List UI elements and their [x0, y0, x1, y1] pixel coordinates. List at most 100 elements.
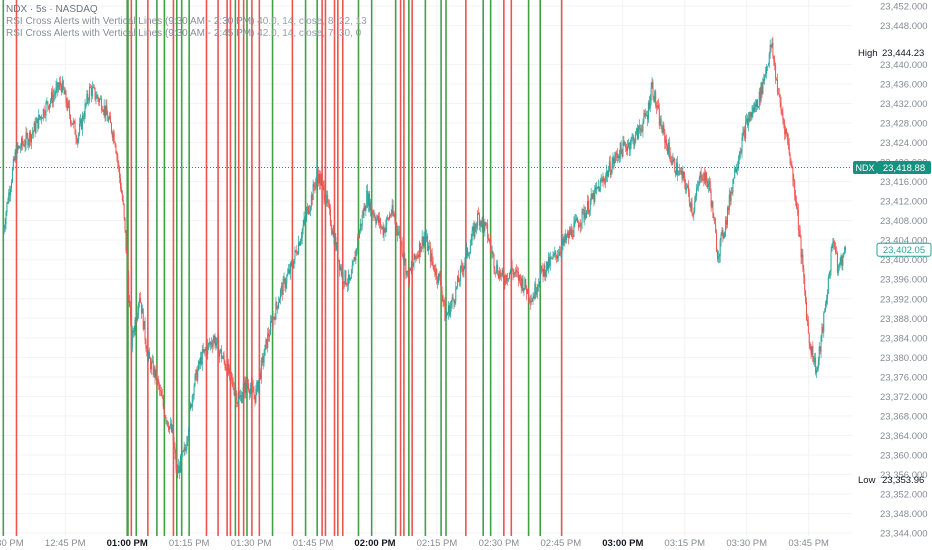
candle-body — [794, 181, 796, 196]
candle-body — [671, 161, 673, 164]
candle-body — [289, 269, 291, 274]
candle-body — [200, 357, 202, 365]
candle-body — [580, 222, 582, 226]
candle-body — [552, 254, 554, 259]
candle-body — [571, 228, 573, 237]
candle-body — [442, 295, 444, 301]
candle-body — [675, 171, 677, 175]
candle-body — [100, 98, 102, 111]
candle-body — [703, 173, 705, 181]
indicator-2[interactable]: RSI Cross Alerts with Vertical Lines (9:… — [6, 28, 367, 40]
candle-body — [101, 110, 103, 112]
candle-body — [585, 213, 587, 218]
candle-body — [461, 265, 463, 269]
candle-body — [726, 207, 728, 225]
candle-body — [380, 227, 382, 228]
candles[interactable] — [2, 36, 847, 480]
candle-body — [527, 288, 529, 299]
price-axis[interactable]: 23,452.000 23,448.000 23,440.000 23,436.000… — [880, 1, 928, 539]
candle-body — [74, 121, 76, 135]
ndx-badge-bg — [853, 161, 877, 175]
candle-body — [698, 177, 700, 186]
candle-body — [453, 299, 455, 304]
candle-body — [63, 88, 65, 95]
candle-body — [234, 393, 236, 395]
candle-body — [179, 465, 181, 473]
candle-body — [169, 423, 171, 427]
candle-body — [727, 207, 729, 211]
candle-body — [332, 230, 334, 235]
candle-body — [145, 340, 147, 349]
candle-body — [825, 303, 827, 312]
candle-body — [614, 158, 616, 164]
candle-body — [437, 279, 439, 283]
symbol-title[interactable]: NDX · 5s · NASDAQ — [6, 4, 98, 15]
candle-body — [232, 380, 234, 389]
candle-body — [87, 94, 89, 101]
y-tick-label: 23,428.000 — [880, 119, 928, 130]
candle-body — [95, 98, 97, 100]
candle-body — [405, 259, 407, 275]
y-tick-label: 23,376.000 — [880, 372, 928, 383]
time-axis[interactable]: 12:30 PM 12:45 PM 01:00 PM 01:15 PM 01:30 PM… — [0, 538, 829, 549]
candle-body — [251, 382, 253, 387]
candle-body — [43, 109, 45, 116]
candle-body — [777, 92, 779, 95]
candle-body — [664, 130, 666, 144]
candle-body — [706, 172, 708, 181]
candle-body — [420, 246, 422, 253]
candle-body — [338, 259, 340, 261]
candle-body — [301, 229, 303, 238]
candle-body — [425, 236, 427, 240]
candle-body — [524, 279, 526, 289]
candle-body — [242, 387, 244, 397]
candle-body — [69, 105, 71, 116]
candle-body — [136, 316, 138, 322]
candle-body — [314, 186, 316, 188]
candle-body — [204, 349, 206, 351]
candle-body — [384, 228, 386, 233]
candle-body — [163, 406, 165, 416]
candle-body — [186, 441, 188, 450]
candle-body — [222, 355, 224, 358]
candle-body — [603, 178, 605, 182]
candle-body — [706, 180, 708, 188]
x-tick-label: 02:15 PM — [417, 538, 458, 549]
x-tick-label: 03:00 PM — [602, 538, 643, 549]
candle-body — [356, 249, 358, 250]
candle-body — [153, 367, 155, 376]
candle-body — [660, 118, 662, 129]
candle-body — [199, 361, 201, 365]
candle-body — [519, 274, 521, 280]
candle-body — [219, 349, 221, 352]
y-tick-label: 23,384.000 — [880, 333, 928, 344]
candle-body — [551, 257, 553, 259]
candle-body — [714, 217, 716, 225]
candle-body — [309, 210, 311, 214]
candle-body — [778, 94, 780, 95]
candle-body — [49, 103, 51, 109]
candle-body — [679, 170, 681, 172]
candle-body — [767, 63, 769, 67]
candle-body — [414, 253, 416, 259]
candle-body — [44, 115, 46, 117]
candle-body — [293, 259, 295, 268]
indicator-2-params: 42.0, 14, close, 7, 30, 0 — [257, 28, 362, 39]
candle-body — [840, 255, 842, 264]
candle-body — [90, 87, 92, 97]
indicator-1[interactable]: RSI Cross Alerts with Vertical Lines (9:… — [6, 16, 367, 28]
candle-body — [607, 171, 609, 177]
candle-body — [487, 224, 489, 239]
candle-body — [276, 302, 278, 306]
candle-body — [450, 302, 452, 307]
candle-body — [439, 276, 441, 284]
candle-body — [634, 141, 636, 146]
candle-body — [166, 420, 168, 422]
candle-body — [492, 251, 494, 255]
candle-body — [196, 369, 198, 381]
candle-body — [709, 181, 711, 192]
candle-body — [741, 137, 743, 153]
candle-body — [60, 82, 62, 86]
